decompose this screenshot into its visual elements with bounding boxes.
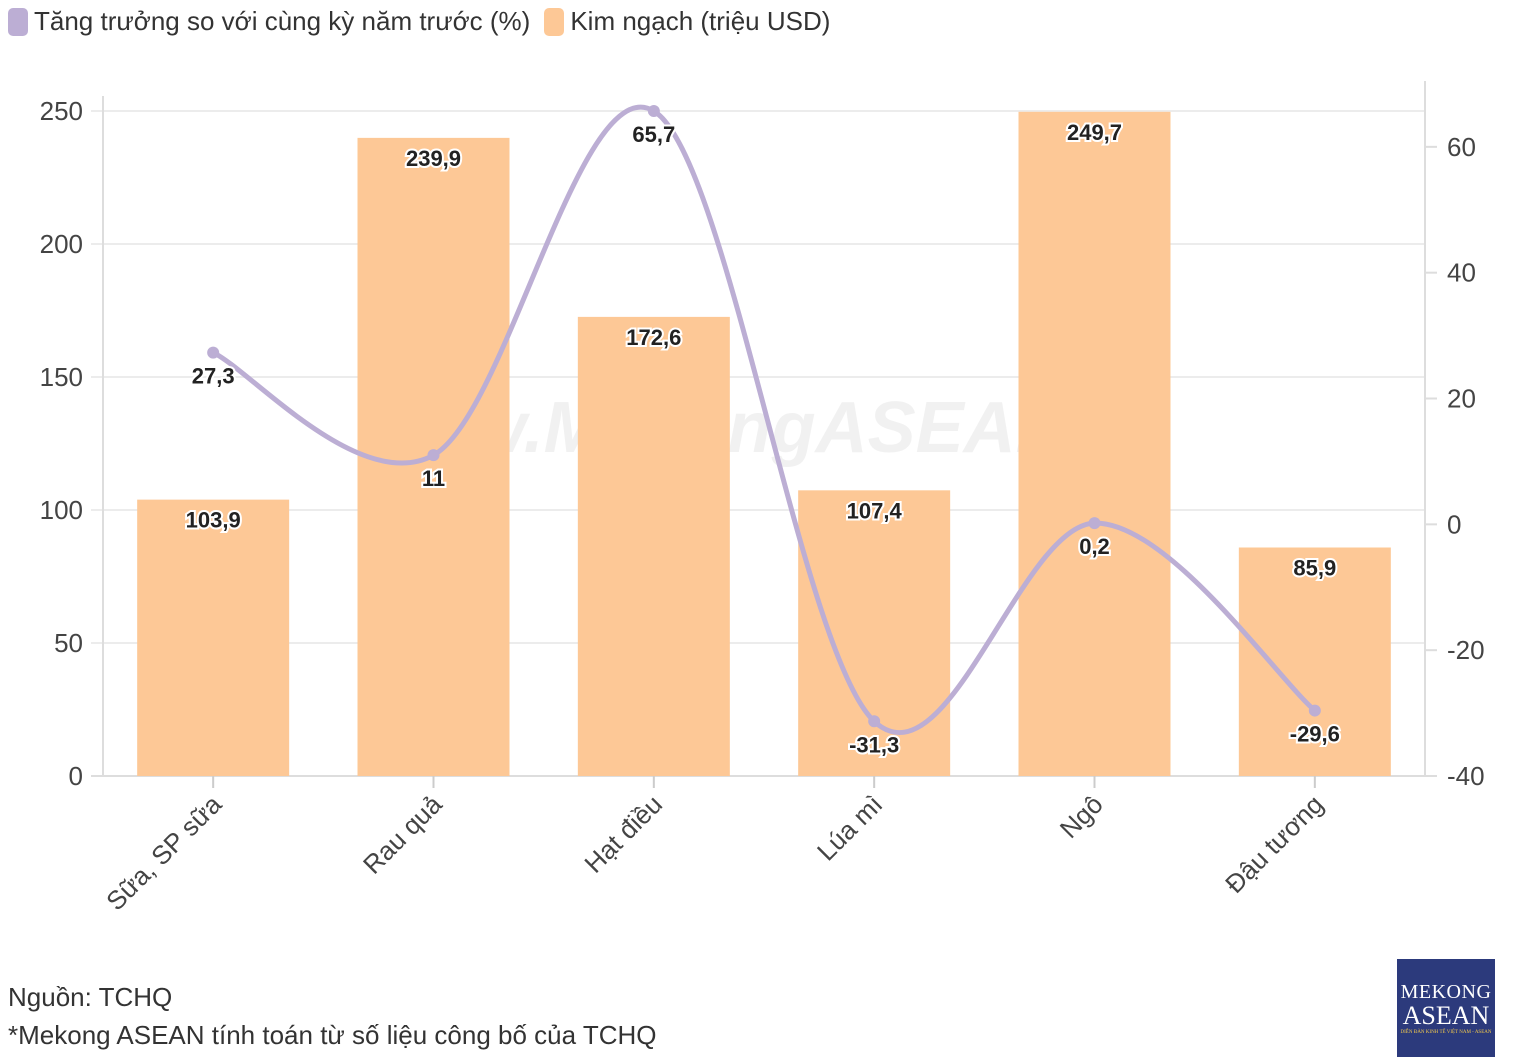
- growth-point: [207, 346, 220, 359]
- bar-data-label: 107,4: [847, 498, 903, 523]
- y-left-tick-label: 50: [54, 628, 83, 658]
- y-left-tick-label: 150: [40, 362, 83, 392]
- bar-data-label: 103,9: [186, 508, 241, 533]
- y-left-tick-label: 100: [40, 495, 83, 525]
- x-tick-label: Ngô: [1054, 789, 1109, 844]
- y-right-tick-label: 20: [1447, 384, 1476, 414]
- x-tick-label: Rau quả: [357, 789, 448, 880]
- bar: [798, 490, 951, 776]
- y-left-tick-label: 200: [40, 229, 83, 259]
- growth-point: [1308, 704, 1321, 717]
- source-line-1: Nguồn: TCHQ: [8, 982, 173, 1012]
- growth-data-label: -29,6: [1290, 722, 1340, 747]
- growth-data-label: 65,7: [632, 122, 675, 147]
- y-left-tick-label: 250: [40, 96, 83, 126]
- growth-data-label: 11: [422, 466, 445, 491]
- x-tick-label: Lúa mì: [811, 789, 888, 866]
- growth-data-label: 0,2: [1079, 534, 1110, 559]
- legend-swatch-growth: [8, 7, 28, 36]
- growth-data-label: 27,3: [192, 364, 235, 389]
- logo-line-3: DIỄN ĐÀN KINH TẾ VIỆT NAM - ASEAN: [1400, 1030, 1492, 1035]
- source-line-2: *Mekong ASEAN tính toán từ số liệu công …: [8, 1020, 657, 1050]
- growth-point: [427, 449, 440, 462]
- x-tick-label: Hạt điều: [578, 789, 668, 879]
- bar: [1238, 547, 1391, 776]
- y-right-tick-label: 40: [1447, 258, 1476, 288]
- legend-label-value: Kim ngạch (triệu USD): [570, 6, 831, 36]
- growth-point: [1088, 517, 1101, 530]
- bar-data-label: 172,6: [626, 325, 681, 350]
- bar-data-label: 239,9: [406, 146, 461, 171]
- y-right-tick-label: -20: [1447, 635, 1485, 665]
- chart: 0 50 100 150 200 250 -40 -20 0 20 40 60 Sữa, SP sữa R…: [40, 81, 1485, 917]
- bar-data-label: 249,7: [1067, 120, 1122, 145]
- growth-point: [868, 715, 881, 728]
- legend-swatch-value: [544, 7, 565, 36]
- x-tick-label: Sữa, SP sữa: [100, 789, 228, 917]
- source-note: Nguồn: TCHQ *Mekong ASEAN tính toán từ s…: [8, 978, 657, 1054]
- legend-item-growth[interactable]: Tăng trưởng so với cùng kỳ năm trước (%): [8, 6, 530, 37]
- y-right-tick-label: 0: [1447, 509, 1461, 539]
- y-left-tick-label: 0: [69, 761, 83, 791]
- logo-line-2: ASEAN: [1402, 1001, 1490, 1030]
- bar: [577, 316, 730, 776]
- legend: Tăng trưởng so với cùng kỳ năm trước (%)…: [8, 6, 844, 37]
- bar: [1018, 111, 1171, 777]
- legend-item-value[interactable]: Kim ngạch (triệu USD): [544, 6, 830, 37]
- growth-point: [647, 105, 660, 117]
- x-tick-label: Đậu tương: [1219, 789, 1329, 899]
- legend-label-growth: Tăng trưởng so với cùng kỳ năm trước (%): [34, 6, 531, 36]
- mekong-asean-logo: MEKONG ASEAN DIỄN ĐÀN KINH TẾ VIỆT NAM -…: [1397, 959, 1495, 1057]
- logo-line-1: MEKONG: [1400, 981, 1492, 1003]
- bar-data-label: 85,9: [1293, 556, 1336, 581]
- y-right-tick-label: 60: [1447, 132, 1476, 162]
- y-right-tick-label: -40: [1447, 761, 1485, 791]
- bar: [137, 499, 290, 776]
- growth-data-label: -31,3: [849, 732, 899, 757]
